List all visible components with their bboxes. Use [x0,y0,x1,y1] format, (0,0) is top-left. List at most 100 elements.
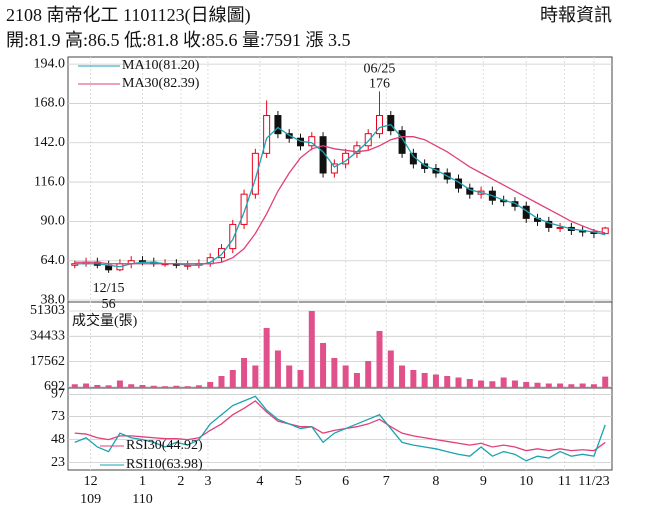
volume-bar [207,381,214,388]
y-tick-label: 692 [44,379,65,394]
volume-bar [308,311,315,388]
annotation-label: 06/25 [364,62,396,77]
y-tick-label: 38.0 [41,292,66,307]
x-tick-label: 11/23 [578,474,609,489]
volume-bar [241,357,248,388]
volume-bar [432,374,439,388]
volume-bar [444,375,451,388]
y-tick-label: 34433 [30,329,65,344]
legend-label: RSI30(44.92) [126,438,203,453]
volume-bar [523,381,530,388]
y-tick-label: 17562 [30,354,65,369]
x-tick-label: 11 [558,474,571,489]
candle-body [432,167,440,174]
legend-label: MA10(81.20) [122,58,200,73]
volume-bar [218,375,225,388]
y-tick-label: 73 [51,409,65,424]
y-tick-label: 194.0 [34,56,66,71]
volume-bar [590,384,597,388]
volume-bar [297,369,304,388]
chart-title: 2108 南帝化工 1101123(日線圖) [6,5,251,26]
x-tick-label: 9 [480,474,487,489]
volume-bar [71,384,78,388]
volume-bar [229,369,236,388]
ma-line [74,136,606,265]
x-tick-label: 2 [177,474,184,489]
x-tick-label: 1 [139,474,146,489]
rsi-line [74,395,606,462]
volume-bar [139,384,146,388]
annotation-value: 56 [102,297,116,312]
volume-bar [353,372,360,388]
volume-bar [466,378,473,388]
candle-body [387,115,395,132]
candle-body [376,115,384,135]
y-tick-label: 23 [51,455,65,470]
candle-body [229,223,237,250]
candle-body [217,248,225,259]
volume-bar [579,383,586,388]
x-tick-label: 10 [519,474,533,489]
volume-bar [489,381,496,388]
x-tick-label: 12 [84,474,98,489]
volume-bar [602,376,609,388]
volume-bar [286,365,293,388]
candle-body [274,115,282,135]
volume-bar [534,382,541,388]
volume-bar [162,386,169,388]
volume-bar [83,383,90,388]
candle-body [545,220,553,228]
volume-bar [184,386,191,388]
volume-bar [387,350,394,388]
volume-bar [195,385,202,388]
y-tick-label: 90.0 [41,214,66,229]
panel-title: 成交量(張) [72,312,138,329]
candle-body [263,115,271,154]
x-tick-label: 5 [295,474,302,489]
volume-bar [399,365,406,388]
y-tick-label: 97 [51,387,65,402]
volume-bar [150,385,157,388]
source: 時報資訊 [540,5,612,25]
rsi-line [74,400,606,452]
frame [67,56,613,471]
volume-bar [116,380,123,388]
candle-body [364,133,372,147]
candle-body [308,136,316,147]
volume-bar [274,350,281,388]
legend-label: MA30(82.39) [122,76,200,91]
legend-label: RSI10(63.98) [126,457,203,472]
y-tick-label: 48 [51,432,65,447]
y-tick-label: 51303 [30,303,65,318]
year-label: 110 [132,492,152,507]
x-tick-label: 4 [256,474,263,489]
x-tick-label: 7 [383,474,390,489]
ma-line [74,123,606,268]
y-tick-label: 142.0 [34,135,66,150]
y-tick-label: 64.0 [41,253,66,268]
volume-bar [557,383,564,388]
volume-bar [511,380,518,388]
volume-bar [376,330,383,388]
annotation-label: 12/15 [93,281,125,296]
volume-bar [568,384,575,388]
volume-bar [331,357,338,388]
volume-bar [342,365,349,388]
volume-bar [500,377,507,388]
volume-bar [252,365,259,388]
y-tick-label: 116.0 [34,174,65,189]
candle-body [285,133,293,139]
volume-bar [128,384,135,388]
x-tick-label: 6 [342,474,349,489]
candle-body [330,163,338,174]
candle-body [601,227,609,235]
candle-body [251,152,259,195]
volume-bar [410,369,417,388]
volume-bar [365,360,372,388]
x-tick-label: 3 [204,474,211,489]
volume-bar [105,385,112,388]
annotation-value: 176 [369,77,390,92]
year-label: 109 [80,492,101,507]
volume-bar [545,383,552,388]
